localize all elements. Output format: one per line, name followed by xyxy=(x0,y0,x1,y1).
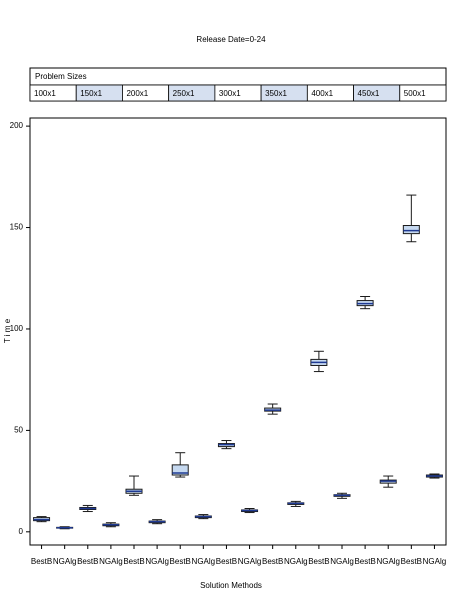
strip-level: 200x1 xyxy=(126,89,148,98)
x-tick-label: NGAlg xyxy=(99,557,123,566)
x-tick-label: BestB xyxy=(31,557,52,566)
x-tick-label: NGAlg xyxy=(53,557,77,566)
y-tick-label: 150 xyxy=(10,223,24,232)
panel-title: Problem Sizes xyxy=(35,72,87,81)
x-tick-label: NGAlg xyxy=(330,557,354,566)
x-tick-label: BestB xyxy=(354,557,375,566)
strip-level: 400x1 xyxy=(311,89,333,98)
x-tick-label: BestB xyxy=(123,557,144,566)
y-tick-label: 100 xyxy=(10,324,24,333)
x-axis-label: Solution Methods xyxy=(200,581,262,590)
x-tick-label: BestB xyxy=(308,557,329,566)
strip-level: 450x1 xyxy=(358,89,380,98)
box xyxy=(402,225,420,235)
x-tick-label: NGAlg xyxy=(192,557,216,566)
box xyxy=(171,464,189,476)
chart-title: Release Date=0-24 xyxy=(196,35,266,44)
y-axis-label: T i m e xyxy=(3,318,12,343)
y-tick-label: 50 xyxy=(14,425,23,434)
x-tick-label: BestB xyxy=(77,557,98,566)
x-tick-label: BestB xyxy=(262,557,283,566)
plot-frame xyxy=(29,117,447,546)
strip-level: 150x1 xyxy=(80,89,102,98)
strip-cell xyxy=(399,84,447,102)
x-tick-label: BestB xyxy=(216,557,237,566)
x-tick-label: BestB xyxy=(170,557,191,566)
x-tick-label: BestB xyxy=(401,557,422,566)
x-tick-label: NGAlg xyxy=(423,557,447,566)
y-tick-label: 200 xyxy=(10,121,24,130)
strip-level: 350x1 xyxy=(265,89,287,98)
y-tick-label: 0 xyxy=(19,527,24,536)
x-tick-label: NGAlg xyxy=(284,557,308,566)
strip-level: 250x1 xyxy=(173,89,195,98)
strip-level: 300x1 xyxy=(219,89,241,98)
strip-level: 500x1 xyxy=(404,89,426,98)
x-tick-label: NGAlg xyxy=(238,557,262,566)
x-tick-label: NGAlg xyxy=(145,557,169,566)
strip-level: 100x1 xyxy=(34,89,56,98)
x-tick-label: NGAlg xyxy=(376,557,400,566)
